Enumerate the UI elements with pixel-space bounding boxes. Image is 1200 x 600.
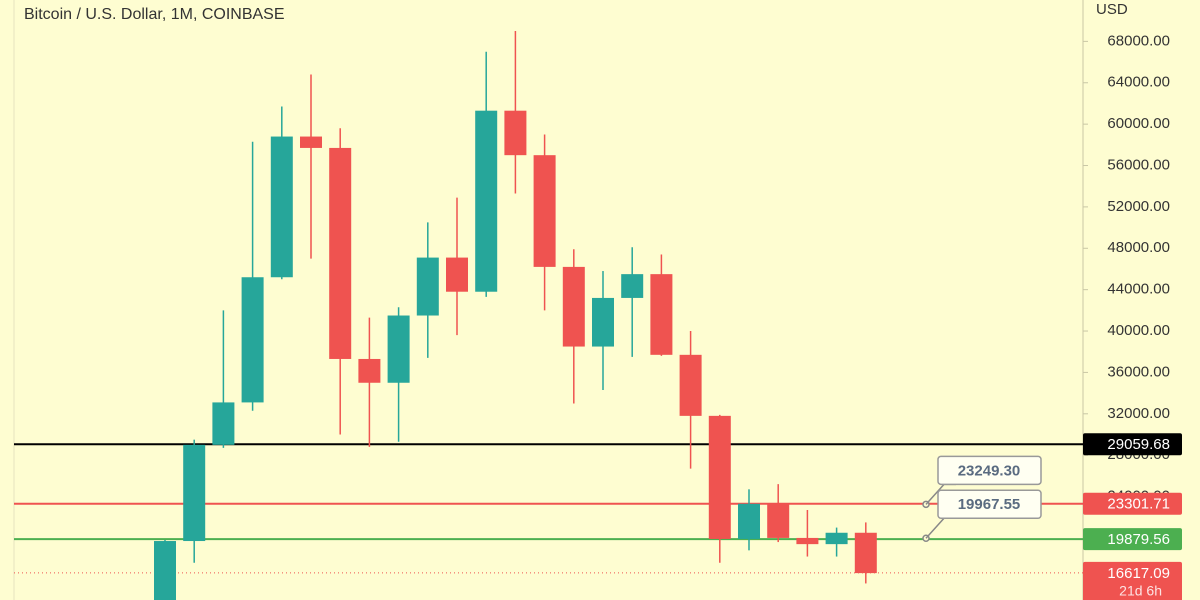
candle-body: [358, 358, 381, 383]
price-tag-label: 29059.68: [1107, 436, 1170, 453]
candle-body: [504, 110, 527, 156]
annotation-box: [937, 489, 1042, 520]
y-tick-label: 64000.00: [1107, 74, 1170, 91]
candle-body: [708, 415, 731, 539]
candle-body: [183, 444, 206, 542]
price-tag-label: 23301.71: [1107, 496, 1170, 513]
candle-body: [212, 402, 235, 445]
annotation-box: [937, 455, 1042, 486]
candle-body: [446, 257, 468, 292]
candle-body: [650, 274, 673, 355]
candle-body: [416, 257, 439, 316]
candle-body: [825, 532, 848, 545]
candle-body: [679, 354, 702, 416]
candle-body: [562, 266, 585, 347]
price-tag: [1083, 528, 1182, 551]
candle-body: [621, 274, 644, 298]
y-tick-label: 56000.00: [1107, 156, 1170, 173]
price-tag-label: 19879.56: [1107, 531, 1170, 548]
candle-body: [533, 155, 556, 267]
countdown-label: 21d 6h: [1119, 583, 1162, 599]
price-tag: [1083, 433, 1182, 456]
current-price-label: 16617.09: [1107, 565, 1170, 582]
candle-body: [300, 136, 322, 148]
candle-body: [767, 503, 790, 538]
candle-body: [241, 277, 264, 403]
candle-body: [270, 136, 293, 278]
price-tag: [1083, 492, 1182, 515]
axis-unit: USD: [1096, 1, 1128, 18]
y-tick-label: 48000.00: [1107, 239, 1170, 256]
y-tick-label: 40000.00: [1107, 322, 1170, 339]
candle-body: [154, 541, 176, 600]
candle-body: [854, 532, 877, 574]
y-tick-label: 32000.00: [1107, 405, 1170, 422]
y-tick-label: 52000.00: [1107, 198, 1170, 215]
annotation-label: 19967.55: [958, 496, 1021, 513]
candle-body: [796, 537, 819, 545]
candle-body: [592, 297, 614, 347]
candle-body: [475, 110, 498, 292]
y-tick-label: 44000.00: [1107, 281, 1170, 298]
chart-title: Bitcoin / U.S. Dollar, 1M, COINBASE: [24, 6, 285, 23]
y-tick-label: 36000.00: [1107, 363, 1170, 380]
candle-body: [738, 503, 760, 539]
candle-body: [387, 315, 410, 383]
annotation-label: 23249.30: [958, 462, 1021, 479]
y-tick-label: 60000.00: [1107, 115, 1170, 132]
current-price-tag: [1083, 561, 1182, 600]
y-tick-label: 68000.00: [1107, 32, 1170, 49]
candle-body: [329, 147, 352, 359]
